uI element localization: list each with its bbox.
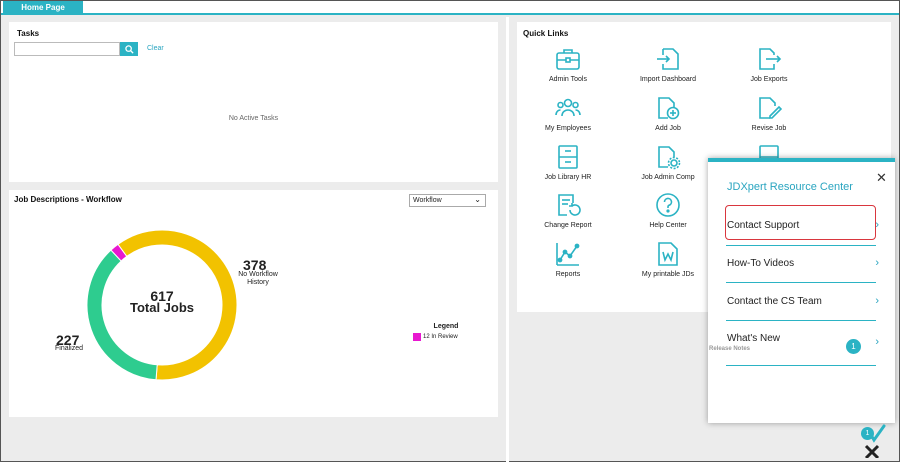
chart-legend: Legend 12 In Review <box>413 323 479 341</box>
legend-swatch <box>413 333 421 341</box>
rc-item-label: Contact Support <box>727 220 800 231</box>
quick-link-label: Admin Tools <box>548 76 587 83</box>
quick-link-label: Revise Job <box>751 125 787 132</box>
quick-link-label: My printable JDs <box>641 271 695 278</box>
tasks-search-input[interactable] <box>14 42 120 56</box>
quick-link-label: Job Admin Comp <box>641 174 695 181</box>
job-descriptions-panel: Job Descriptions - Workflow Workflow ⌄ 6… <box>9 190 498 417</box>
donut-slice-no-workflow <box>117 229 238 381</box>
total-jobs-value: 617 <box>150 288 174 304</box>
rc-divider <box>726 245 876 246</box>
quick-link-job-exports[interactable]: Job Exports <box>714 46 824 83</box>
quick-link-label: Job Exports <box>750 76 788 83</box>
chevron-right-icon: › <box>875 257 879 269</box>
briefcase-icon <box>556 49 580 70</box>
launcher-badge: 1 <box>861 427 874 440</box>
rc-item-contact-support[interactable]: Contact Support › <box>726 208 879 242</box>
add-document-icon <box>658 97 680 120</box>
people-icon <box>555 98 581 117</box>
quick-link-help-center[interactable]: Help Center <box>613 192 723 229</box>
rc-item-how-to-videos[interactable]: How-To Videos › <box>726 246 879 280</box>
edit-document-icon <box>759 97 782 119</box>
quick-link-label: Import Dashboard <box>639 76 697 83</box>
clear-link[interactable]: Clear <box>147 45 164 52</box>
quick-link-label: Reports <box>555 271 581 278</box>
workflow-dropdown-value: Workflow <box>413 197 442 204</box>
chart-icon <box>556 243 580 266</box>
tab-bar: Home Page <box>1 1 899 15</box>
no-active-tasks-message: No Active Tasks <box>228 115 279 122</box>
resource-center-panel: JDXpert Resource Center ✕ Contact Suppor… <box>708 158 895 423</box>
quick-link-job-library-hr[interactable]: Job Library HR <box>513 144 623 181</box>
quick-link-label: My Employees <box>545 125 591 132</box>
contact-support-highlight <box>725 205 876 240</box>
no-workflow-value: 378 <box>243 257 267 273</box>
quick-link-revise-job[interactable]: Revise Job <box>714 95 824 132</box>
search-button[interactable] <box>120 42 138 56</box>
quick-link-change-report[interactable]: Change Report <box>513 192 623 229</box>
no-workflow-label: No Workflow History <box>233 271 283 287</box>
finalized-label: Finalized <box>55 345 84 352</box>
search-icon <box>124 44 134 54</box>
rc-item-label: How-To Videos <box>727 258 795 269</box>
quick-link-label: Help Center <box>649 222 687 229</box>
word-document-icon <box>658 242 678 266</box>
quick-link-add-job[interactable]: Add Job <box>613 95 723 132</box>
total-jobs-label: Total Jobs <box>129 300 195 315</box>
close-icon[interactable]: ✕ <box>876 170 887 185</box>
resource-center-launcher[interactable]: 1 <box>856 424 892 460</box>
change-report-icon <box>558 194 581 216</box>
rc-item-label: Contact the CS Team <box>727 296 822 307</box>
whats-new-badge: 1 <box>846 339 861 354</box>
donut-slice-finalized <box>86 249 158 381</box>
rc-item-contact-cs-team[interactable]: Contact the CS Team › <box>726 284 879 318</box>
tab-home-page[interactable]: Home Page <box>3 1 83 15</box>
chevron-right-icon: › <box>875 295 879 307</box>
legend-item-in-review: 12 In Review <box>413 333 479 341</box>
chevron-right-icon: › <box>875 336 879 348</box>
donut-chart <box>86 229 238 381</box>
quick-link-reports[interactable]: Reports <box>513 241 623 278</box>
finalized-value: 227 <box>56 332 80 348</box>
job-descriptions-title: Job Descriptions - Workflow <box>14 195 122 204</box>
quick-link-import-dashboard[interactable]: Import Dashboard <box>613 46 723 83</box>
quick-links-title: Quick Links <box>523 29 569 38</box>
chevron-right-icon: › <box>875 219 879 231</box>
no-workflow-label-line1: No Workflow <box>238 271 278 278</box>
release-notes-label: Release Notes <box>709 346 751 352</box>
quick-link-admin-tools[interactable]: Admin Tools <box>513 46 623 83</box>
column-divider <box>506 17 509 462</box>
quick-link-label: Job Library HR <box>544 174 592 181</box>
rc-item-label: What's New <box>727 333 781 344</box>
rc-divider <box>726 320 876 321</box>
quick-link-job-admin-comp[interactable]: Job Admin Comp <box>613 144 723 181</box>
file-cabinet-icon <box>558 145 578 169</box>
chevron-down-icon: ⌄ <box>474 195 481 204</box>
rc-divider <box>726 365 876 366</box>
quick-link-label: Change Report <box>544 222 592 229</box>
no-workflow-label-line2: History <box>247 279 269 286</box>
rc-item-whats-new[interactable]: What's New › <box>726 322 879 362</box>
quick-link-my-employees[interactable]: My Employees <box>513 95 623 132</box>
legend-item-label: 12 In Review <box>423 334 458 340</box>
tasks-panel: Tasks Clear No Active Tasks <box>9 22 498 182</box>
resource-center-title: JDXpert Resource Center <box>727 181 853 193</box>
tasks-title: Tasks <box>17 29 40 38</box>
quick-link-label: Add Job <box>655 125 681 132</box>
legend-title: Legend <box>433 323 459 330</box>
export-icon <box>759 48 782 70</box>
import-icon <box>657 48 679 70</box>
rc-divider <box>726 282 876 283</box>
quick-link-my-printable-jds[interactable]: My printable JDs <box>613 241 723 278</box>
help-icon <box>656 193 680 217</box>
settings-document-icon <box>658 146 681 170</box>
workflow-dropdown[interactable]: Workflow ⌄ <box>409 194 486 207</box>
